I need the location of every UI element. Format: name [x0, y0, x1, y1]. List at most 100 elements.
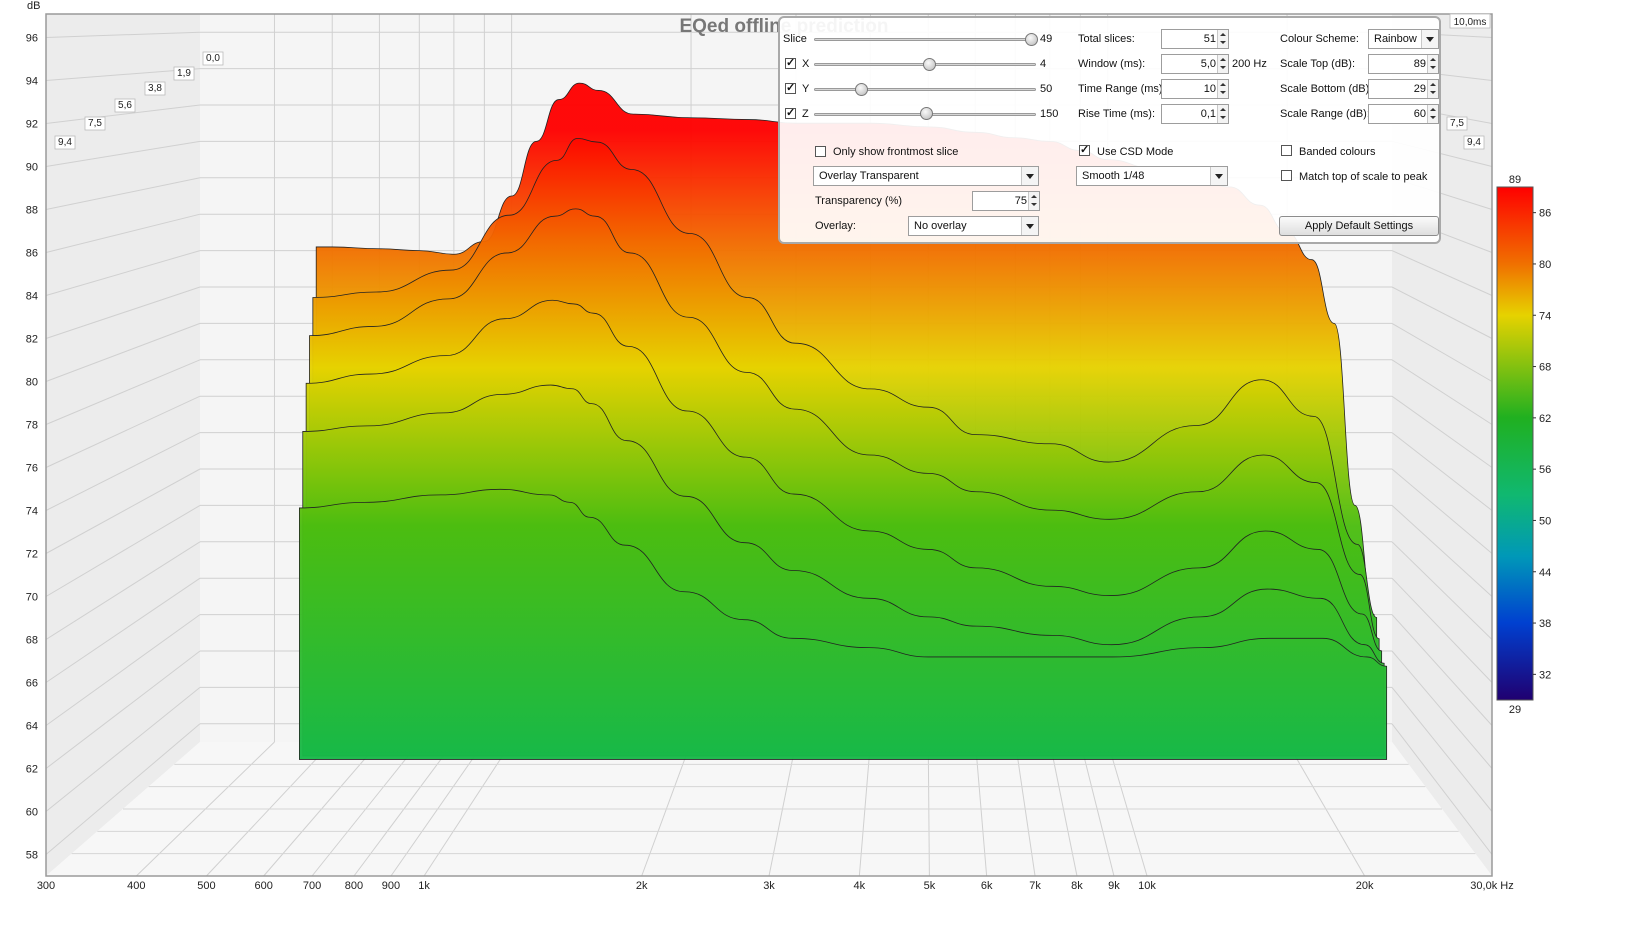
- y-tick-label: 84: [26, 291, 38, 303]
- rise-time-input[interactable]: 0,1: [1161, 104, 1229, 124]
- x-tick-label: 1k: [418, 880, 430, 892]
- y-slider-thumb[interactable]: [855, 83, 868, 96]
- z-tick-label: 9,4: [58, 137, 72, 148]
- overlay-mode-select[interactable]: Overlay Transparent: [813, 166, 1039, 186]
- x-tick-label: 900: [382, 880, 400, 892]
- y-label: Y: [802, 83, 810, 95]
- z-tick-box: [114, 98, 136, 113]
- x-slider-thumb[interactable]: [923, 58, 936, 71]
- grid-line: [1391, 322, 1493, 382]
- scale-top-label: Scale Top (dB):: [1280, 58, 1356, 70]
- grid-line: [1391, 577, 1493, 683]
- z-tick-label: 9,4: [1467, 137, 1481, 148]
- grid-line: [45, 687, 201, 812]
- y-tick-label: 76: [26, 463, 38, 475]
- z-end-label: 10,0ms: [1454, 17, 1487, 28]
- color-scale-bar: 89 29 86 80 74 68 62 56 50 44 38 32: [1496, 174, 1551, 716]
- y-tick-label: 70: [26, 592, 38, 604]
- colorbar-tick-label: 38: [1539, 618, 1551, 630]
- time-range-input[interactable]: 10: [1161, 79, 1229, 99]
- frontmost-label: Only show frontmost slice: [833, 146, 959, 158]
- z-tick-label: 7,5: [88, 118, 102, 129]
- grid-line: [45, 723, 201, 855]
- y-tick-label: 62: [26, 764, 38, 776]
- y-checkbox[interactable]: [785, 81, 796, 94]
- scale-top-input[interactable]: 89: [1368, 54, 1439, 74]
- csd-mode-checkbox[interactable]: [1079, 143, 1090, 156]
- apply-default-settings-button[interactable]: Apply Default Settings: [1279, 216, 1439, 236]
- colorbar-gradient: [1496, 186, 1534, 701]
- x-tick-label: 8k: [1071, 880, 1083, 892]
- banded-colours-label: Banded colours: [1299, 146, 1376, 158]
- y-tick-label: 72: [26, 549, 38, 561]
- z-tick-box: [1446, 116, 1468, 131]
- y-tick-label: 78: [26, 420, 38, 432]
- colorbar-tick-label: 80: [1539, 259, 1551, 271]
- y-tick-label: 64: [26, 721, 38, 733]
- grid-line: [1391, 687, 1493, 812]
- colorbar-tick-label: 56: [1539, 464, 1551, 476]
- scale-range-input[interactable]: 60: [1368, 104, 1439, 124]
- y-tick-label: 68: [26, 635, 38, 647]
- frontmost-checkbox[interactable]: [815, 146, 826, 157]
- slice-value: 49: [1040, 33, 1053, 45]
- overlay-select[interactable]: No overlay: [908, 216, 1039, 236]
- smoothing-select[interactable]: Smooth 1/48: [1076, 166, 1228, 186]
- colorbar-tick-label: 74: [1539, 310, 1551, 322]
- z-label: Z: [802, 108, 809, 120]
- slice-slider[interactable]: [814, 38, 1036, 41]
- z-tick-box: [1463, 135, 1485, 150]
- y-tick-labels: 96 94 92 90 88 86 84 82 80 78 76 74 72 70 68 66 64 62 60 58: [26, 33, 38, 862]
- colour-scheme-select[interactable]: Rainbow: [1368, 29, 1439, 49]
- z-checkbox[interactable]: [785, 106, 796, 119]
- colorbar-tick-label: 44: [1539, 567, 1551, 579]
- grid-line: [1391, 286, 1493, 339]
- colorbar-top-label: 89: [1509, 174, 1521, 186]
- grid-line: [45, 359, 201, 425]
- left-wall: [46, 14, 200, 876]
- match-peak-label: Match top of scale to peak: [1299, 171, 1428, 183]
- grid-line: [1391, 650, 1493, 769]
- z-tick-labels: 9,47,55,63,81,90,07,59,410,0ms: [54, 13, 1491, 150]
- x-tick-label: 5k: [924, 880, 936, 892]
- match-peak-checkbox[interactable]: [1281, 170, 1292, 181]
- x-tick-label: 500: [197, 880, 215, 892]
- x-tick-label: 3k: [763, 880, 775, 892]
- z-value: 150: [1040, 108, 1059, 120]
- scale-bottom-input[interactable]: 29: [1368, 79, 1439, 99]
- z-tick-label: 7,5: [1450, 118, 1464, 129]
- grid-line: [45, 541, 201, 640]
- x-tick-label: 6k: [981, 880, 993, 892]
- x-tick-label: 9k: [1108, 880, 1120, 892]
- grid-line: [45, 104, 201, 124]
- y-value: 50: [1040, 83, 1053, 95]
- y-slider[interactable]: [814, 88, 1036, 91]
- waterfall-slice-9,4: [299, 488, 1388, 760]
- z-tick-label: 3,8: [148, 83, 162, 94]
- slice-label: Slice: [783, 33, 807, 45]
- transparency-input[interactable]: 75: [972, 191, 1040, 211]
- time-range-label: Time Range (ms):: [1078, 83, 1166, 95]
- x-tick-label: 300: [37, 880, 55, 892]
- total-slices-input[interactable]: 51: [1161, 29, 1229, 49]
- grid-line: [1391, 614, 1493, 726]
- y-tick-label: 58: [26, 850, 38, 862]
- grid-line: [45, 322, 201, 382]
- x-tick-label: 10k: [1138, 880, 1156, 892]
- z-tick-box: [173, 66, 195, 81]
- banded-colours-checkbox[interactable]: [1281, 145, 1292, 156]
- y-tick-label: 94: [26, 76, 38, 88]
- z-tick-label: 1,9: [177, 68, 191, 79]
- x-tick-label: 7k: [1029, 880, 1041, 892]
- colorbar-tick-label: 32: [1539, 669, 1551, 681]
- window-input[interactable]: 5,0: [1161, 54, 1229, 74]
- z-tick-label: 0,0: [206, 53, 220, 64]
- grid-line: [45, 577, 201, 683]
- z-slider-thumb[interactable]: [920, 107, 933, 120]
- slice-slider-thumb[interactable]: [1025, 33, 1038, 46]
- colorbar-bottom-label: 29: [1509, 704, 1521, 716]
- z-tick-box: [84, 116, 106, 131]
- grid-line: [45, 650, 201, 769]
- x-checkbox[interactable]: [785, 56, 796, 69]
- csd-mode-label: Use CSD Mode: [1097, 146, 1174, 158]
